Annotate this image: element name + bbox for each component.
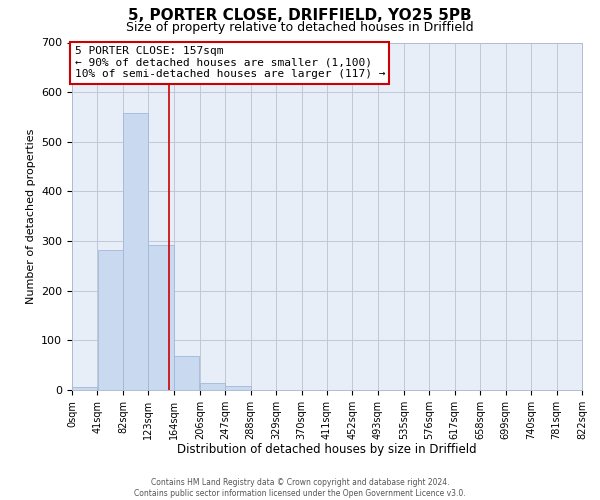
Text: 5 PORTER CLOSE: 157sqm
← 90% of detached houses are smaller (1,100)
10% of semi-: 5 PORTER CLOSE: 157sqm ← 90% of detached… [74, 46, 385, 79]
X-axis label: Distribution of detached houses by size in Driffield: Distribution of detached houses by size … [177, 444, 477, 456]
Bar [98, 250, 123, 390]
Bar [148, 244, 173, 390]
Y-axis label: Number of detached properties: Number of detached properties [26, 128, 35, 304]
Bar [174, 356, 199, 390]
Text: 5, PORTER CLOSE, DRIFFIELD, YO25 5PB: 5, PORTER CLOSE, DRIFFIELD, YO25 5PB [128, 8, 472, 22]
Bar [72, 386, 97, 390]
Text: Size of property relative to detached houses in Driffield: Size of property relative to detached ho… [126, 21, 474, 34]
Bar [200, 382, 225, 390]
Text: Contains HM Land Registry data © Crown copyright and database right 2024.
Contai: Contains HM Land Registry data © Crown c… [134, 478, 466, 498]
Bar [226, 386, 251, 390]
Bar [123, 113, 148, 390]
